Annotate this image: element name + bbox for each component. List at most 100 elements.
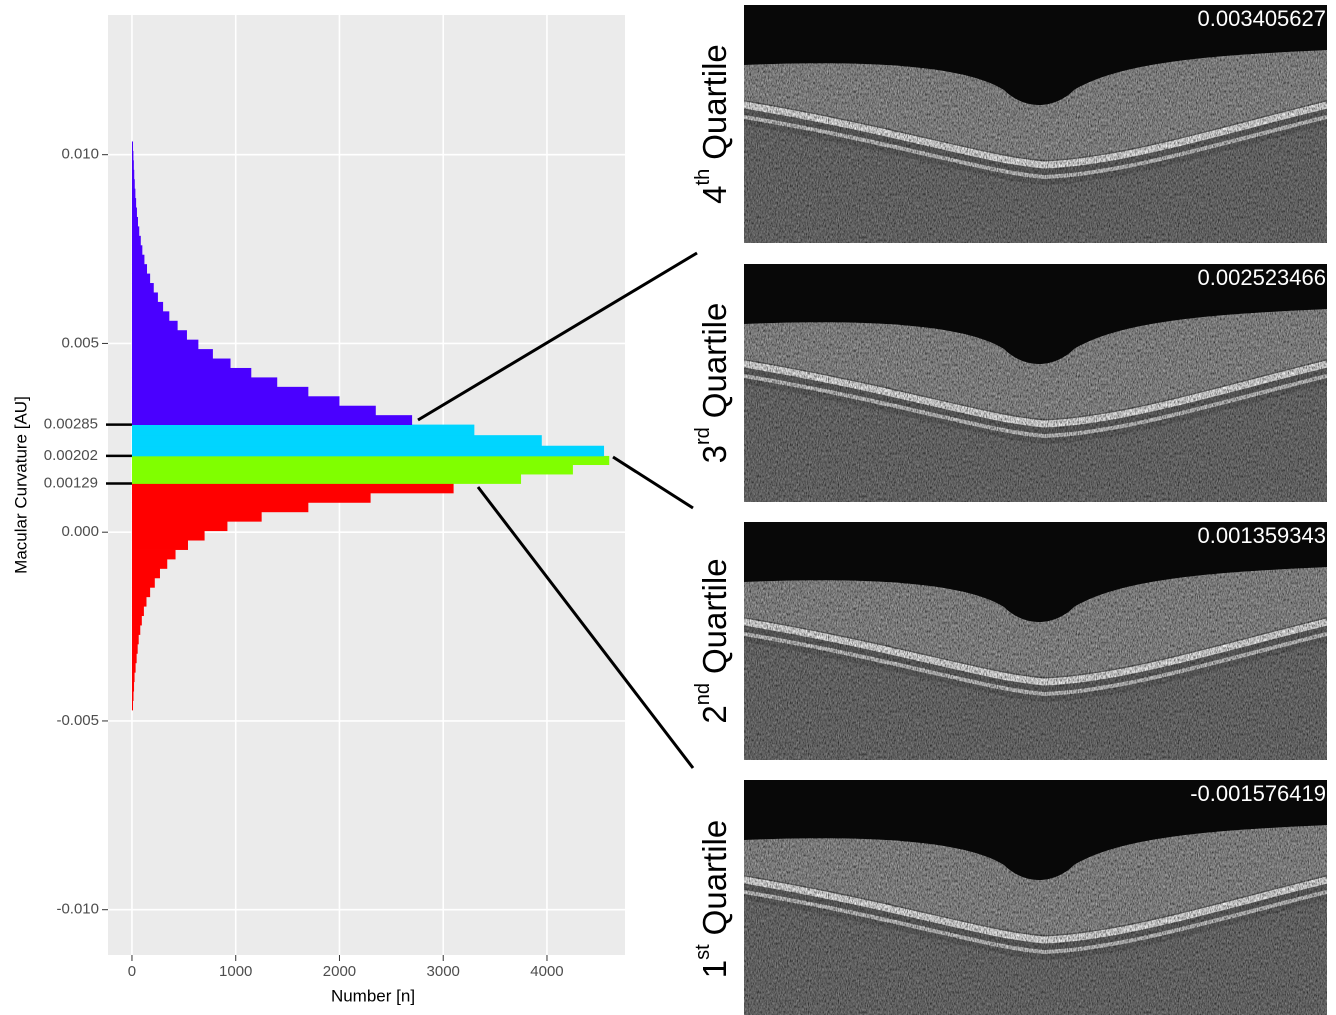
plot — [108, 15, 625, 955]
histogram-bar — [131, 634, 139, 645]
histogram-bar — [131, 596, 147, 607]
histogram-bar — [131, 358, 231, 369]
histogram-bar — [131, 653, 137, 664]
x-tick-label: 4000 — [530, 963, 563, 980]
histogram-bar — [131, 188, 136, 199]
histogram-bar — [131, 207, 137, 218]
histogram-bar — [131, 311, 170, 322]
x-tick-label: 3000 — [427, 963, 460, 980]
histogram-bar — [131, 198, 137, 208]
histogram-bar — [131, 615, 142, 626]
histogram-bar — [131, 179, 135, 190]
histogram-bar — [131, 625, 141, 635]
histogram-bar — [131, 169, 135, 180]
histogram-bar — [131, 349, 213, 359]
quartile-suffix: st — [692, 944, 714, 960]
histogram-bar — [131, 577, 155, 588]
histogram-bar — [131, 405, 376, 416]
histogram-bar — [131, 483, 454, 494]
histogram-bar — [131, 662, 136, 673]
histogram-bar — [131, 558, 168, 569]
connector — [417, 251, 698, 422]
quartile-number: 1 — [696, 960, 733, 978]
y-tick-label: -0.010 — [56, 901, 99, 918]
histogram-bar — [131, 254, 145, 265]
connector — [476, 486, 695, 769]
quartile-label: 3rd Quartile — [692, 303, 732, 464]
histogram-bar — [131, 301, 164, 312]
histogram-bar — [131, 386, 309, 397]
histogram-bar — [131, 521, 228, 532]
quartile-label: 2nd Quartile — [692, 558, 732, 723]
curvature-value: -0.001576419 — [1190, 781, 1326, 806]
curvature-value: 0.003405627 — [1198, 6, 1326, 31]
histogram-bar — [131, 549, 176, 560]
connector — [612, 455, 694, 510]
quartile-number: 4 — [696, 185, 733, 203]
histogram-bar — [131, 464, 573, 475]
quartile-label: 4th Quartile — [692, 44, 732, 204]
y-axis-title: Macular Curvature [AU] — [11, 396, 30, 574]
oct-image — [744, 5, 1327, 243]
histogram-bar — [131, 320, 178, 331]
histogram-bar — [131, 226, 140, 237]
histogram-bar — [131, 606, 144, 617]
histogram-bar — [131, 292, 158, 303]
histogram-bar — [131, 492, 371, 503]
histogram-bar — [131, 455, 610, 466]
histogram-bar — [131, 474, 522, 484]
histogram-bar — [131, 643, 138, 654]
connectors — [417, 251, 698, 769]
histogram-bar — [131, 700, 134, 711]
histogram-bar — [131, 160, 134, 171]
curvature-value: 0.001359343 — [1198, 523, 1326, 548]
histogram-bar — [131, 540, 188, 550]
histogram-bar — [131, 264, 148, 274]
histogram-bar — [131, 377, 278, 388]
histogram-bar — [131, 273, 151, 284]
images — [744, 5, 1327, 1015]
quartile-suffix: th — [692, 169, 714, 186]
histogram-bar — [131, 424, 475, 436]
oct-image — [744, 264, 1327, 502]
oct-image — [744, 522, 1327, 760]
x-axis-title: Number [n] — [331, 986, 415, 1005]
histogram-bar — [131, 330, 187, 341]
histogram-bar — [131, 691, 134, 701]
quartile-tick-label: 0.00202 — [44, 447, 98, 464]
x-tick-label: 2000 — [323, 963, 356, 980]
quartile-tick-label: 0.00129 — [44, 474, 98, 491]
y-tick-label: 0.000 — [61, 523, 99, 540]
histogram-bar — [131, 367, 252, 378]
y-tick-label: 0.005 — [61, 334, 99, 351]
y-tick-label: -0.005 — [56, 712, 99, 729]
histogram-bar — [131, 568, 160, 579]
quartile-label: 1st Quartile — [692, 820, 732, 978]
oct-image — [744, 780, 1327, 1015]
quartile-word: Quartile — [696, 558, 733, 674]
curvature-value: 0.002523466 — [1198, 265, 1326, 290]
histogram-bar — [131, 445, 605, 457]
x-tick-label: 0 — [128, 963, 136, 980]
y-tick-label: 0.010 — [61, 146, 99, 163]
quartile-suffix: rd — [692, 427, 714, 445]
histogram-bar — [131, 283, 154, 293]
quartile-number: 2 — [696, 705, 733, 723]
histogram-bar — [131, 672, 135, 683]
quartile-word: Quartile — [696, 44, 733, 160]
histogram-bar — [131, 435, 542, 447]
histogram-bar — [131, 502, 309, 513]
histogram-bar — [131, 530, 205, 541]
histogram-bar — [131, 396, 340, 407]
histogram-bar — [131, 150, 134, 161]
quartile-tick-label: 0.00285 — [44, 416, 98, 433]
quartile-number: 3 — [696, 445, 733, 463]
histogram-bar — [131, 511, 262, 522]
histogram-bar — [131, 587, 151, 598]
histogram-bar — [131, 415, 413, 425]
histogram-bar — [131, 235, 141, 246]
histogram-bar — [131, 141, 134, 152]
histogram-bar — [131, 245, 143, 256]
